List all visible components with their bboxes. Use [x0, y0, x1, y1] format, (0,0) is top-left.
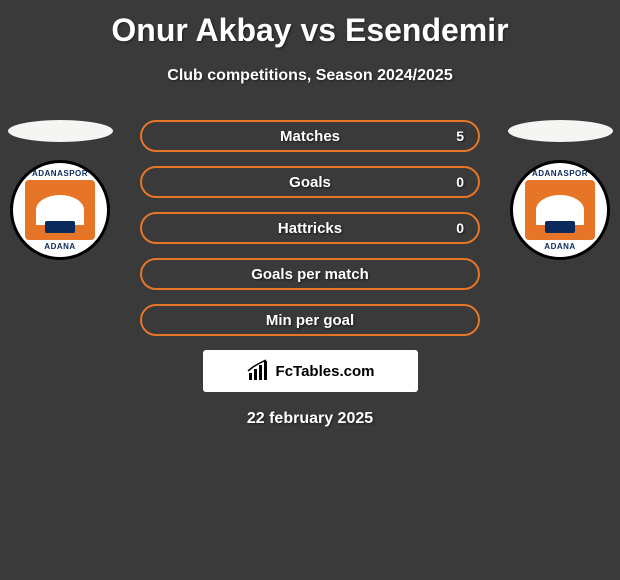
stat-row-goals: Goals 0	[140, 166, 480, 198]
player-right-placeholder	[508, 120, 613, 142]
comparison-content: ADANASPOR ADANA ADANASPOR ADANA Matches …	[0, 120, 620, 428]
stat-row-hattricks: Hattricks 0	[140, 212, 480, 244]
badge-center-graphic	[25, 180, 95, 240]
stat-right-value: 5	[444, 128, 464, 144]
player-right-club-badge: ADANASPOR ADANA	[510, 160, 610, 260]
stat-label: Goals per match	[251, 266, 369, 283]
logo-text: FcTables.com	[276, 363, 375, 380]
stat-right-value: 0	[444, 220, 464, 236]
stat-label: Hattricks	[278, 220, 342, 237]
stat-row-min-per-goal: Min per goal	[140, 304, 480, 336]
badge-bottom-text: ADANA	[544, 242, 575, 251]
player-left-club-badge: ADANASPOR ADANA	[10, 160, 110, 260]
stat-label: Matches	[280, 128, 340, 145]
stat-row-goals-per-match: Goals per match	[140, 258, 480, 290]
player-left-placeholder	[8, 120, 113, 142]
badge-center-graphic	[525, 180, 595, 240]
site-logo[interactable]: FcTables.com	[203, 350, 418, 392]
comparison-date: 22 february 2025	[0, 410, 620, 428]
subtitle: Club competitions, Season 2024/2025	[0, 67, 620, 85]
stat-row-matches: Matches 5	[140, 120, 480, 152]
stat-label: Goals	[289, 174, 331, 191]
badge-bottom-text: ADANA	[44, 242, 75, 251]
badge-top-text: ADANASPOR	[32, 169, 88, 178]
badge-top-text: ADANASPOR	[532, 169, 588, 178]
stat-label: Min per goal	[266, 312, 354, 329]
stats-table: Matches 5 Goals 0 Hattricks 0 Goals per …	[140, 120, 480, 336]
player-left-column: ADANASPOR ADANA	[0, 120, 120, 260]
player-right-column: ADANASPOR ADANA	[500, 120, 620, 260]
page-title: Onur Akbay vs Esendemir	[0, 0, 620, 49]
bar-chart-icon	[246, 359, 270, 383]
stat-right-value: 0	[444, 174, 464, 190]
